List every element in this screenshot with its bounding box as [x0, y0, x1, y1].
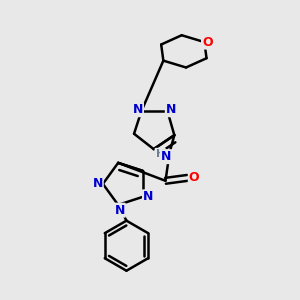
Text: H: H — [156, 149, 165, 159]
Text: N: N — [161, 150, 171, 163]
Text: O: O — [189, 171, 200, 184]
Text: O: O — [202, 36, 213, 49]
Text: N: N — [166, 103, 176, 116]
Text: N: N — [143, 190, 153, 203]
Text: N: N — [92, 177, 103, 190]
Text: N: N — [114, 204, 125, 217]
Text: N: N — [133, 103, 143, 116]
